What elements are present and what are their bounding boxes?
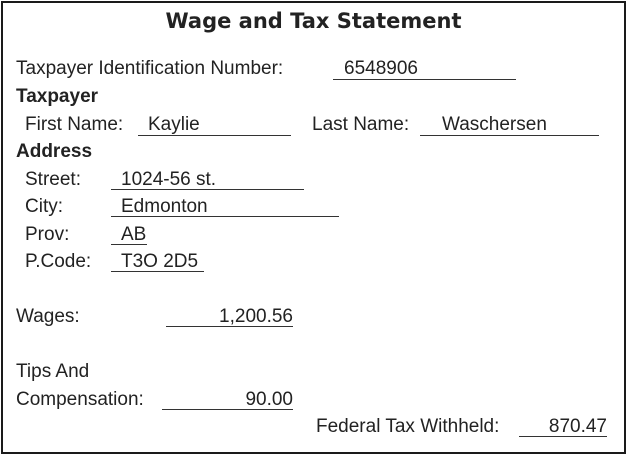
wages-value: 1,200.56 [219,306,293,327]
form-title: Wage and Tax Statement [165,9,462,33]
tips-value: 90.00 [245,389,293,410]
street-label: Street: [25,169,81,190]
last-name-value: Waschersen [442,114,547,135]
address-heading: Address [16,141,93,162]
last-name-underline [420,135,599,136]
tips-label-line2: Compensation: [16,389,144,410]
wages-underline [166,326,293,327]
city-underline [111,216,339,217]
wages-label: Wages: [16,306,80,327]
first-name-label: First Name: [25,114,124,135]
tips-label-line1: Tips And [16,361,90,382]
tin-underline [333,79,516,80]
taxpayer-heading: Taxpayer [16,86,99,107]
pcode-value: T3O 2D5 [121,251,199,272]
first-name-value: Kaylie [148,114,200,135]
first-name-underline [138,135,291,136]
street-underline [111,189,304,190]
last-name-label: Last Name: [312,114,410,135]
tin-value: 6548906 [344,58,418,79]
pcode-label: P.Code: [25,251,92,272]
prov-label: Prov: [25,224,70,245]
federal-tax-label: Federal Tax Withheld: [316,416,500,437]
city-value: Edmonton [121,196,208,217]
street-value: 1024-56 st. [121,169,217,190]
tin-label: Taxpayer Identification Number: [16,58,284,79]
city-label: City: [25,196,63,217]
federal-tax-value: 870.47 [548,416,607,437]
pcode-underline [111,271,204,272]
tips-underline [162,409,293,410]
prov-value: AB [121,224,147,245]
prov-underline [111,244,147,245]
federal-tax-underline [519,436,607,437]
